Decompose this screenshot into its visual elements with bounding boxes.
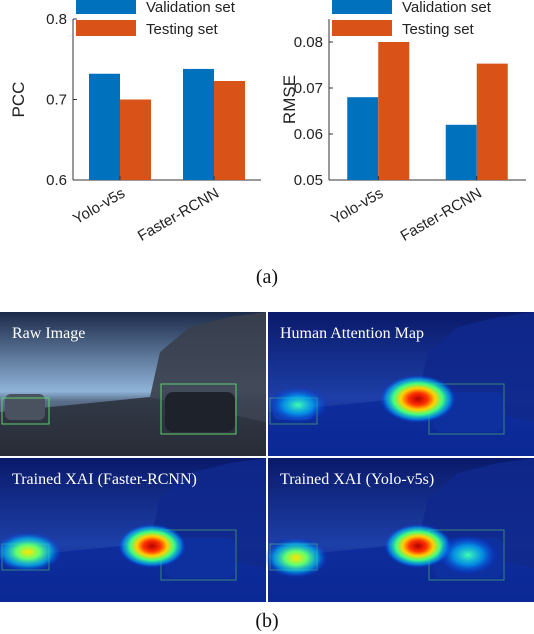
bar-validation-2 xyxy=(445,124,477,180)
y-tick-label: 0.07 xyxy=(294,80,323,97)
panel-title: Trained XAI (Faster-RCNN) xyxy=(12,471,197,488)
panel-xai-yolo: Trained XAI (Yolo-v5s) xyxy=(264,458,534,602)
y-tick-label: 0.06 xyxy=(294,126,323,143)
legend-label: Testing set xyxy=(402,21,475,38)
y-tick-label: 0.8 xyxy=(46,11,67,28)
bar-testing-1 xyxy=(120,99,151,180)
legend-swatch xyxy=(332,20,392,36)
y-tick-label: 0.08 xyxy=(294,34,323,51)
y-tick-label: 0.05 xyxy=(294,172,323,189)
bar-validation-1 xyxy=(89,73,120,180)
panel-title: Human Attention Map xyxy=(280,325,424,342)
car-shape xyxy=(165,392,235,432)
y-axis-label: PCC xyxy=(9,82,28,118)
attention-spot xyxy=(268,387,328,423)
x-tick-label: Yolo-v5s xyxy=(70,185,128,228)
legend-label: Validation set xyxy=(402,0,492,16)
legend: Validation set Testing set xyxy=(76,0,236,38)
bar-testing-2 xyxy=(476,63,508,181)
detection-box xyxy=(1,397,50,425)
panel-title: Raw Image xyxy=(12,325,85,342)
legend-label: Testing set xyxy=(146,21,219,38)
bar-testing-2 xyxy=(214,80,245,180)
caption-b: (b) xyxy=(255,610,278,632)
y-axis-label: RMSE xyxy=(280,75,299,124)
attention-hotspot xyxy=(118,524,186,568)
attention-spot xyxy=(264,538,328,578)
panel-xai-faster-rcnn: Trained XAI (Faster-RCNN) xyxy=(0,458,266,602)
y-tick-label: 0.7 xyxy=(46,92,67,109)
x-tick-label: Yolo-v5s xyxy=(328,185,386,228)
bar-validation-2 xyxy=(183,68,214,180)
detection-box xyxy=(160,383,237,435)
attention-spot xyxy=(0,532,62,572)
attention-spot xyxy=(438,535,498,575)
caption-a: (a) xyxy=(256,266,278,288)
attention-hotspot xyxy=(380,375,456,423)
panel-human-attention: Human Attention Map xyxy=(268,312,534,456)
x-tick-label: Faster-RCNN xyxy=(398,185,485,245)
x-tick-label: Faster-RCNN xyxy=(135,185,222,245)
panel-title: Trained XAI (Yolo-v5s) xyxy=(280,471,434,488)
legend: Validation set Testing set xyxy=(332,0,492,38)
car-shape xyxy=(5,394,45,420)
chart-1: 0.6 0.7 0.8 Yolo-v5s Faster-RCNN PCC Validatio… xyxy=(9,0,261,245)
legend-swatch xyxy=(76,20,136,36)
bar-testing-1 xyxy=(378,42,410,180)
legend-swatch xyxy=(332,0,392,14)
bar-validation-1 xyxy=(347,97,379,180)
attention-hotspot xyxy=(384,524,452,568)
legend-swatch xyxy=(76,0,136,14)
legend-label: Validation set xyxy=(146,0,236,16)
chart-2: 0.05 0.06 0.07 0.08 Yolo-v5s Faster-RCNN RMSE V… xyxy=(280,0,526,245)
panel-raw-image: Raw Image xyxy=(0,312,266,456)
y-tick-label: 0.6 xyxy=(46,172,67,189)
